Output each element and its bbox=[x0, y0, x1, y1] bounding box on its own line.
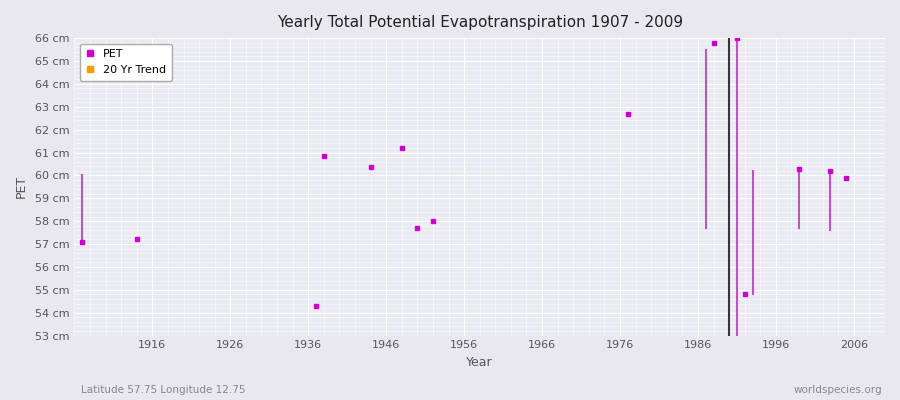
Text: worldspecies.org: worldspecies.org bbox=[794, 385, 882, 395]
Title: Yearly Total Potential Evapotranspiration 1907 - 2009: Yearly Total Potential Evapotranspiratio… bbox=[276, 15, 683, 30]
Text: Latitude 57.75 Longitude 12.75: Latitude 57.75 Longitude 12.75 bbox=[81, 385, 246, 395]
Legend: PET, 20 Yr Trend: PET, 20 Yr Trend bbox=[80, 44, 172, 80]
Y-axis label: PET: PET bbox=[15, 175, 28, 198]
X-axis label: Year: Year bbox=[466, 356, 493, 369]
